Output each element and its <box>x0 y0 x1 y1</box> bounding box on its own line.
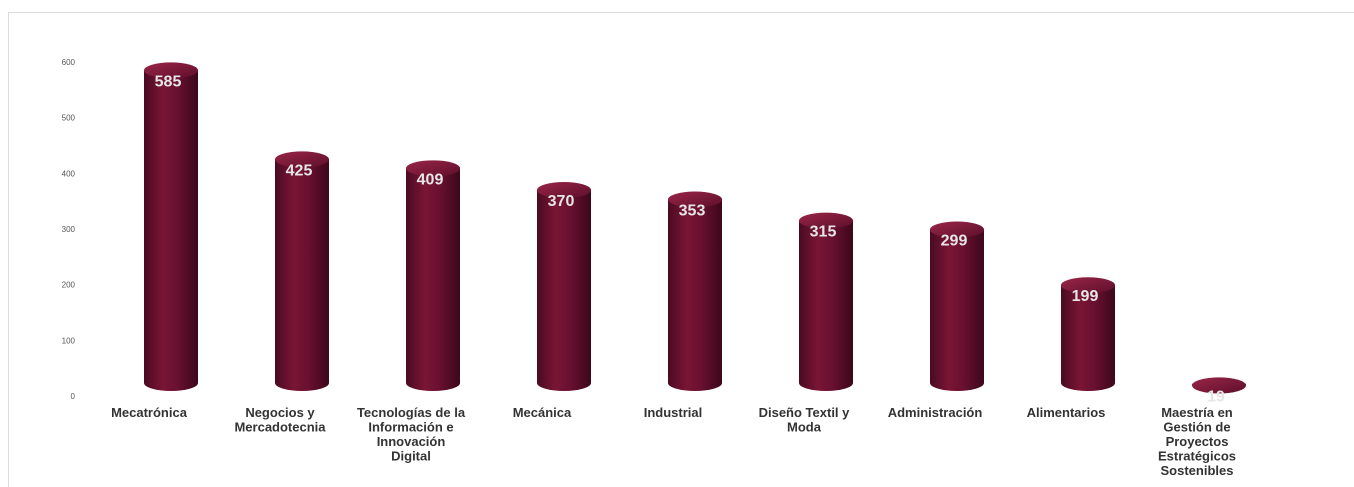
bar <box>406 160 460 391</box>
bar-top <box>275 151 329 168</box>
bar <box>799 212 853 391</box>
bar-body <box>275 159 329 391</box>
bar-top <box>537 182 591 199</box>
y-tick-label: 0 <box>71 392 76 401</box>
data-label: 409 <box>417 171 444 188</box>
bar <box>668 191 722 391</box>
bar-body <box>406 168 460 391</box>
category-label: Alimentarios <box>1027 405 1106 420</box>
bar-top <box>1061 277 1115 294</box>
bar-top <box>799 212 853 229</box>
chart-frame <box>8 12 1354 487</box>
y-tick-label: 500 <box>62 114 76 123</box>
data-label: 299 <box>941 233 968 250</box>
bar-body <box>1061 285 1115 391</box>
data-label: 199 <box>1072 288 1099 305</box>
data-label: 315 <box>810 224 837 241</box>
category-labels: Mecatrónica Negocios y Mercadotecnia Tecnol… <box>111 405 1236 478</box>
bar-body <box>668 199 722 391</box>
y-tick-label: 200 <box>62 281 76 290</box>
bar <box>1061 277 1115 391</box>
bar <box>1192 377 1246 394</box>
bar-top <box>144 62 198 79</box>
category-label: Administración <box>888 405 983 420</box>
y-tick-label: 100 <box>62 336 76 345</box>
data-label: 585 <box>155 73 182 90</box>
bars <box>144 62 1246 394</box>
category-label: Industrial <box>644 405 703 420</box>
bar <box>144 62 198 391</box>
category-label: Mecánica <box>513 405 572 420</box>
bar-top <box>406 160 460 177</box>
category-label: Tecnologías de la Información e Innovación… <box>357 405 466 464</box>
bar-top <box>1192 377 1246 394</box>
data-label: 353 <box>679 202 706 219</box>
data-label: 370 <box>548 193 575 210</box>
bar-body <box>144 70 198 391</box>
bar-body <box>930 229 984 391</box>
data-label: 425 <box>286 162 313 179</box>
bar <box>537 182 591 391</box>
y-tick-label: 400 <box>62 169 76 178</box>
category-label: Mecatrónica <box>111 405 188 420</box>
y-axis: 0 100 200 300 400 500 600 <box>62 58 76 401</box>
data-label: 19 <box>1207 388 1225 405</box>
category-label: Maestría en Gestión de Proyectos Estratégic… <box>1158 405 1236 478</box>
bar-top <box>930 221 984 238</box>
category-label: Diseño Textil y Moda <box>759 405 851 435</box>
bar-body <box>537 190 591 391</box>
bar <box>275 151 329 391</box>
bar-top <box>668 191 722 208</box>
bar-body <box>799 220 853 391</box>
y-tick-label: 600 <box>62 58 76 67</box>
y-tick-label: 300 <box>62 225 76 234</box>
category-label: Negocios y Mercadotecnia <box>234 405 326 435</box>
value-labels: 585 425 409 370 353 315 299 199 19 <box>155 73 1225 405</box>
bar <box>930 221 984 391</box>
